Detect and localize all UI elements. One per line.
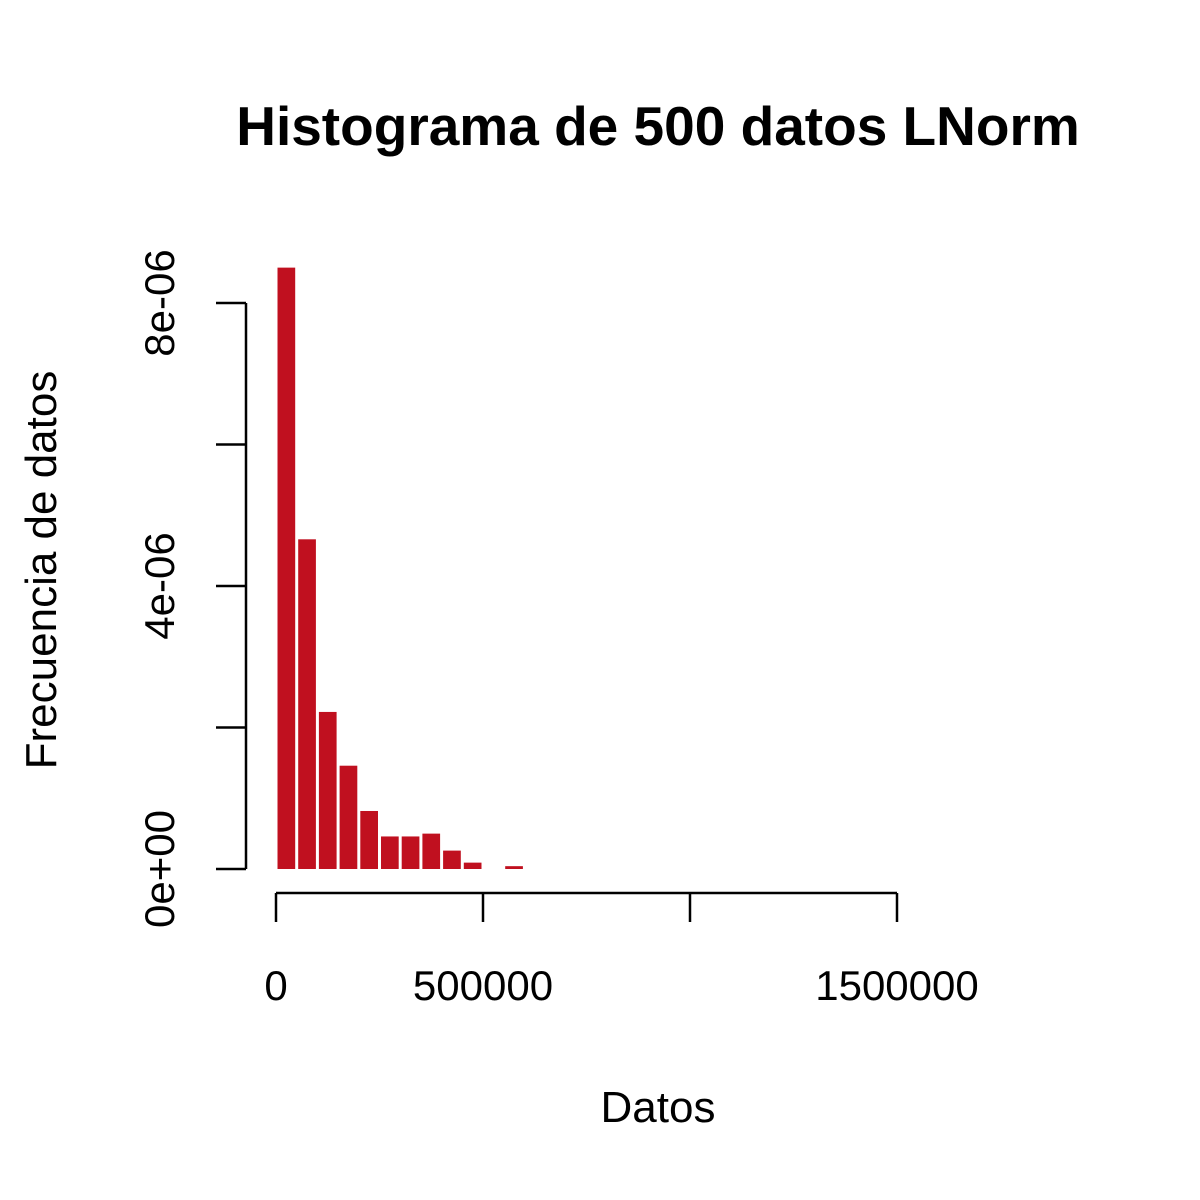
- histogram-bar: [277, 267, 296, 869]
- histogram-bar: [381, 836, 399, 869]
- y-axis-label: Frecuencia de datos: [17, 371, 66, 770]
- y-tick-label: 0e+00: [136, 810, 183, 928]
- histogram-bar: [318, 711, 337, 869]
- histogram-bar: [443, 850, 461, 869]
- x-axis: 0 500000 1500000: [264, 891, 979, 1009]
- histogram-bar: [505, 866, 523, 869]
- histogram-bar: [339, 765, 358, 869]
- x-axis-label: Datos: [601, 1083, 716, 1132]
- x-tick-label: 500000: [413, 962, 553, 1009]
- chart-title: Histograma de 500 datos LNorm: [236, 95, 1080, 157]
- x-tick-label: 0: [264, 962, 287, 1009]
- y-axis: 0e+00 4e-06 8e-06: [136, 249, 248, 928]
- histogram-bars: [277, 267, 523, 869]
- histogram-bar: [422, 833, 441, 869]
- y-tick-label: 8e-06: [136, 249, 183, 356]
- x-tick-label: 1500000: [815, 962, 979, 1009]
- histogram-bar: [463, 862, 482, 869]
- histogram-bar: [360, 810, 378, 869]
- y-tick-label: 4e-06: [136, 532, 183, 639]
- histogram-bar: [298, 539, 316, 869]
- histogram-bar: [401, 836, 420, 869]
